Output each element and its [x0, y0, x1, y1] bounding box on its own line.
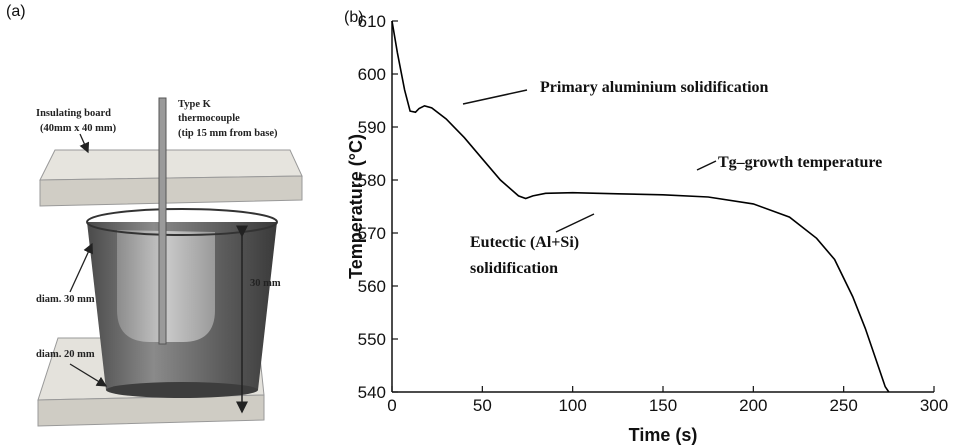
y-axis-title: Temperature (°C): [346, 134, 366, 279]
temperature-curve: [391, 20, 890, 393]
annotation: Primary aluminium solidification: [540, 79, 769, 96]
x-tick-label: 0: [387, 396, 396, 415]
x-tick-label: 250: [829, 396, 857, 415]
panel-a-diagram: (a): [6, 3, 303, 427]
diagram-label: Type K: [178, 99, 212, 110]
annotation-pointer: [555, 213, 595, 233]
y-tick-label: 590: [358, 118, 386, 137]
x-tick-label: 50: [473, 396, 492, 415]
diagram-label: 30 mm: [250, 278, 281, 289]
panel-label: (a): [6, 3, 26, 20]
annotation-pointer: [462, 89, 528, 105]
x-tick-label: 100: [558, 396, 586, 415]
diagram-label: (tip 15 mm from base): [178, 128, 278, 139]
y-tick-label: 560: [358, 277, 386, 296]
annotation: Tg–growth temperature: [718, 154, 882, 171]
diagram-label: (40mm x 40 mm): [40, 123, 117, 134]
y-tick-label: 580: [358, 171, 386, 190]
annotation: solidification: [470, 260, 558, 277]
y-tick-label: 610: [358, 12, 386, 31]
x-tick-label: 300: [920, 396, 948, 415]
annotation-pointer: [696, 160, 717, 171]
x-tick-label: 200: [739, 396, 767, 415]
diagram-label: diam. 20 mm: [36, 349, 95, 360]
x-axis-title: Time (s): [629, 425, 698, 445]
diagram-label: Insulating board: [36, 108, 111, 119]
annotation: Eutectic (Al+Si): [470, 234, 579, 251]
y-tick-label: 550: [358, 330, 386, 349]
y-tick-label: 600: [358, 65, 386, 84]
diagram-label: diam. 30 mm: [36, 294, 95, 305]
y-tick-label: 540: [358, 383, 386, 402]
x-tick-label: 150: [649, 396, 677, 415]
panel-label: (b): [344, 9, 364, 26]
diagram-label: thermocouple: [178, 113, 240, 124]
y-tick-label: 570: [358, 224, 386, 243]
